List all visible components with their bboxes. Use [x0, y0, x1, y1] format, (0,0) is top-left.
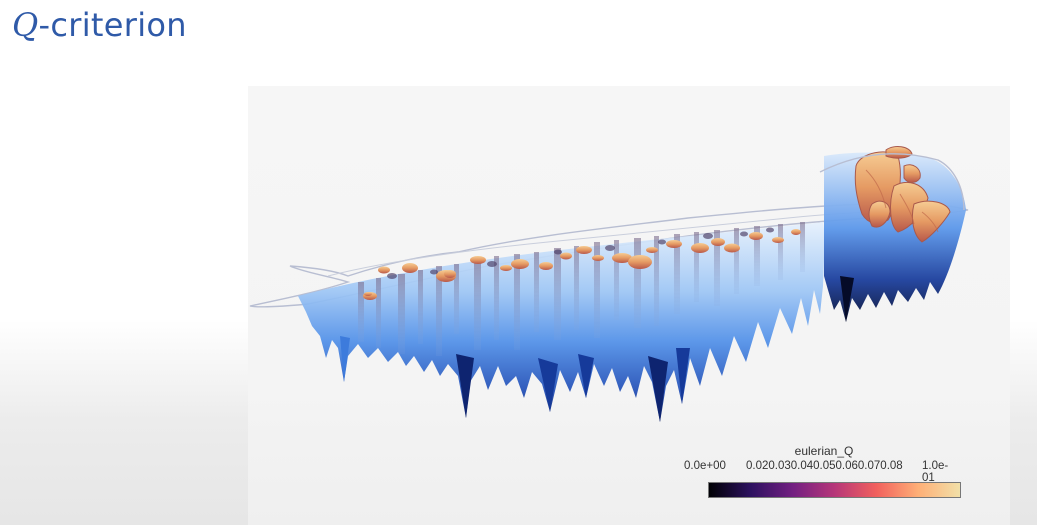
colorbar-max-label: 1.0e-01	[922, 460, 949, 484]
vortex-blobs	[363, 229, 801, 300]
deep-spike	[840, 276, 854, 322]
colorbar-mid-labels: 0.020.030.040.050.060.070.08	[746, 460, 903, 472]
visualization-panel	[248, 86, 1010, 525]
deep-spike	[340, 336, 350, 382]
vortex-tubes	[854, 146, 951, 243]
colorbar-title: eulerian_Q	[794, 444, 854, 458]
deep-spike	[648, 356, 668, 422]
deep-spike	[676, 348, 690, 404]
vortex-streaks	[358, 222, 805, 356]
colorbar-min-label: 0.0e+00	[684, 460, 726, 472]
vortex-tube-shading	[865, 169, 939, 233]
title-text: -criterion	[38, 6, 187, 44]
colorbar-legend: eulerian_Q 0.0e+00 0.020.030.040.050.060…	[684, 444, 964, 498]
deep-spike	[578, 354, 594, 398]
deep-spike	[456, 354, 474, 418]
colorbar-gradient	[708, 482, 961, 498]
slide-title: Q-criterion	[12, 6, 187, 44]
deep-spike	[538, 358, 558, 412]
right-outline	[819, 153, 965, 211]
q-criterion-render	[249, 146, 969, 422]
main-surface	[298, 222, 825, 422]
title-symbol: Q	[12, 6, 39, 44]
vortex-dark-cores	[387, 227, 774, 279]
